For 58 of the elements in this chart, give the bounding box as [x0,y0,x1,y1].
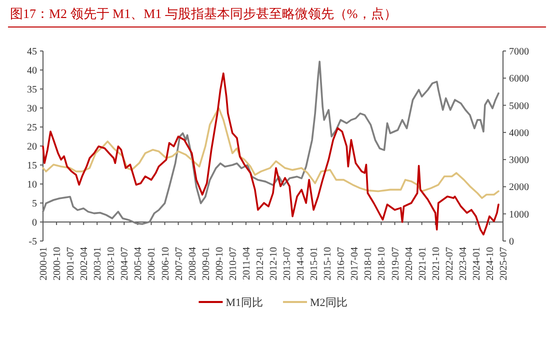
x-tick-label: 2004-07 [120,247,131,280]
x-tick-label: 2016-07 [336,247,348,280]
x-tick-label: 2011-04 [241,247,252,280]
x-tick-label: 2000-01 [38,247,50,280]
y2-tick-label: 3000 [509,155,529,166]
y2-tick-label: 0 [509,236,514,248]
y-tick-label: 40 [27,66,37,76]
x-tick-label: 2015-01 [309,247,320,280]
x-tick-label: 2007-07 [174,247,185,280]
y2-tick-label: 2000 [509,182,529,194]
x-tick-label: 2017-04 [350,247,361,280]
x-tick-label: 2024-01 [471,247,482,280]
chart-title: 图17：M2 领先于 M1、M1 与股指基本同步甚至略微领先（%，点） [10,6,397,21]
x-tick-label: 2002-04 [79,247,90,280]
y-tick-label: 20 [27,142,37,152]
y2-tick-label: 7000 [509,46,529,58]
x-tick-label: 2006-10 [160,247,172,280]
y-tick-label: 25 [27,122,37,134]
y2-tick-label: 6000 [509,74,529,85]
y-tick-label: 5 [32,198,37,210]
y-tick-label: 30 [27,104,37,114]
x-tick-label: 2013-07 [282,247,294,280]
legend-label: M1同比 [226,296,263,309]
x-tick-label: 2010-07 [228,247,239,280]
y-tick-label: 15 [27,160,37,172]
y-tick-label: 0 [32,218,37,228]
y-tick-label: 10 [27,180,37,190]
x-tick-label: 2009-10 [214,247,226,280]
x-tick-label: 2012-10 [268,247,280,280]
x-tick-label: 2015-10 [322,247,334,280]
x-tick-label: 2021-10 [430,247,442,280]
x-tick-label: 2014-04 [296,247,307,280]
x-tick-label: 2003-10 [106,247,118,280]
y-tick-label: -5 [28,236,37,248]
line-series [42,107,500,199]
x-tick-label: 2025-07 [498,247,510,280]
legend-label: M2同比 [310,296,348,309]
x-tick-label: 2008-04 [187,247,198,280]
x-tick-label: 2023-04 [458,247,469,280]
x-tick-label: 2000-10 [52,247,64,280]
y2-tick-label: 1000 [509,209,529,220]
x-tick-label: 2020-04 [404,247,415,280]
x-tick-label: 2021-01 [417,247,428,280]
x-tick-label: 2012-01 [254,247,266,280]
x-tick-label: 2018-01 [363,247,374,280]
y-tick-label: 45 [27,46,37,58]
y2-tick-label: 5000 [509,100,529,112]
x-tick-label: 2009-01 [200,247,212,280]
x-tick-label: 2018-10 [376,247,388,280]
y-tick-label: 35 [27,84,37,96]
x-tick-label: 2024-10 [484,247,496,280]
x-tick-label: 2006-01 [146,247,158,280]
x-tick-label: 2001-07 [66,247,77,280]
y2-tick-label: 4000 [509,128,529,139]
x-tick-label: 2019-07 [390,247,402,280]
x-tick-label: 2022-07 [444,247,456,280]
x-tick-label: 2005-04 [133,247,144,280]
x-tick-label: 2003-01 [92,247,104,280]
